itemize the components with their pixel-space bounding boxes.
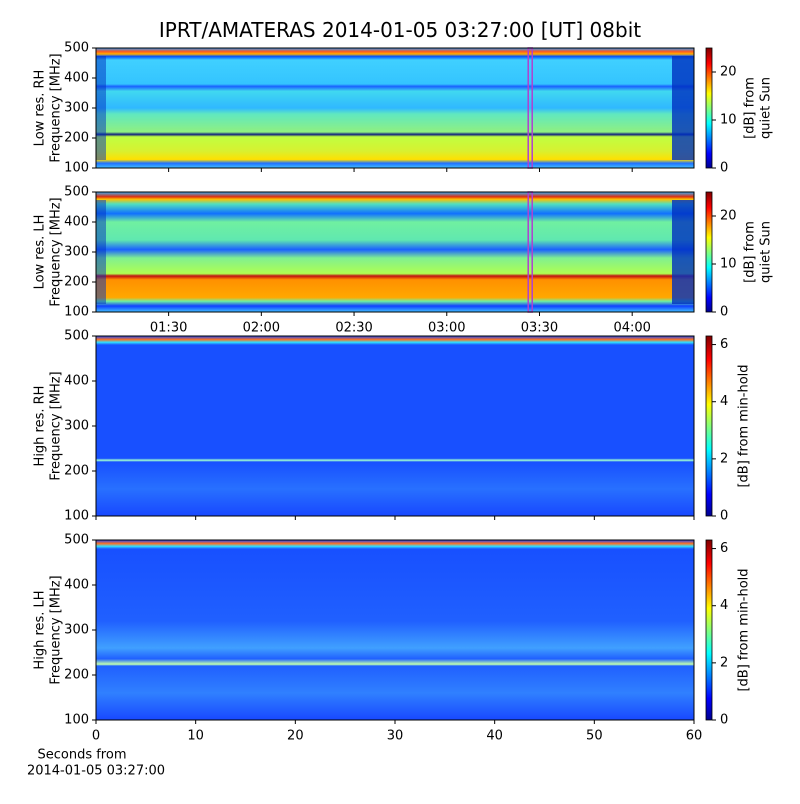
x-tick-label: 01:30 [150, 321, 187, 336]
colorbar [705, 335, 713, 517]
x-tick-label: 03:00 [428, 321, 465, 336]
colorbar-tick-label: 4 [720, 598, 728, 613]
colorbar-tick-label: 0 [720, 713, 728, 728]
y-axis-label-line: High res. RH [33, 386, 48, 467]
colorbar-label-line: [dB] from min-hold [737, 364, 752, 487]
y-axis-label-line: Frequency [MHz] [49, 371, 64, 480]
colorbar-tick-label: 2 [720, 655, 728, 670]
y-tick-label: 100 [64, 509, 89, 524]
y-tick-label: 200 [64, 131, 89, 146]
colorbar-tick-label: 20 [720, 209, 737, 224]
y-axis-label-line: Frequency [MHz] [49, 197, 64, 306]
colorbar-label-line: [dB] from min-hold [737, 568, 752, 691]
x-tick-label: 03:30 [521, 321, 558, 336]
y-tick-label: 500 [64, 185, 89, 200]
spectrogram-edge [672, 56, 694, 160]
colorbar [705, 539, 713, 721]
colorbar-tick-label: 0 [720, 509, 728, 524]
colorbar-tick-label: 0 [720, 161, 728, 176]
x-tick-label: 04:00 [613, 321, 650, 336]
spectrogram-edge [672, 200, 694, 304]
colorbar-label: [dB] from min-hold [737, 364, 752, 487]
colorbar-tick-label: 6 [720, 541, 728, 556]
colorbar-label-line: quiet Sun [759, 221, 774, 283]
y-tick-label: 400 [64, 374, 89, 389]
spectrogram-edge [96, 56, 106, 160]
y-axis-label: Low res. RH Frequency [MHz] [33, 53, 64, 162]
colorbar-label-line: [dB] from [743, 77, 758, 139]
colorbar-label: [dB] from quiet Sun [743, 77, 774, 139]
x-tick-label: 0 [92, 729, 100, 744]
spectrogram-edge [96, 200, 106, 304]
x-tick-label: 30 [387, 729, 404, 744]
x-axis-label: Seconds from [37, 748, 126, 763]
y-tick-label: 300 [64, 101, 89, 116]
y-tick-label: 100 [64, 305, 89, 320]
x-tick-label: 50 [586, 729, 603, 744]
colorbar-tick-label: 6 [720, 337, 728, 352]
y-axis-label: High res. RH Frequency [MHz] [33, 371, 64, 480]
spectrogram [96, 48, 694, 168]
y-tick-label: 100 [64, 161, 89, 176]
y-tick-label: 400 [64, 215, 89, 230]
y-axis-label: High res. LH Frequency [MHz] [33, 575, 64, 684]
y-axis-label-line: Low res. LH [33, 215, 48, 290]
y-axis-label-line: High res. LH [33, 590, 48, 669]
y-axis-label: Low res. LH Frequency [MHz] [33, 197, 64, 306]
colorbar-tick-label: 10 [720, 257, 737, 272]
colorbar-label-line: quiet Sun [759, 77, 774, 139]
y-tick-label: 300 [64, 245, 89, 260]
y-tick-label: 200 [64, 668, 89, 683]
colorbar-label-line: [dB] from [743, 221, 758, 283]
x-tick-label: 10 [187, 729, 204, 744]
y-axis-label-line: Frequency [MHz] [49, 575, 64, 684]
colorbar-tick-label: 10 [720, 113, 737, 128]
x-tick-label: 02:00 [243, 321, 280, 336]
colorbar [705, 191, 713, 313]
colorbar-tick-label: 20 [720, 65, 737, 80]
x-tick-label: 20 [287, 729, 304, 744]
y-tick-label: 200 [64, 464, 89, 479]
y-tick-label: 500 [64, 533, 89, 548]
y-tick-label: 300 [64, 623, 89, 638]
y-tick-label: 400 [64, 578, 89, 593]
y-tick-label: 400 [64, 71, 89, 86]
spectrogram [96, 540, 694, 720]
y-tick-label: 300 [64, 419, 89, 434]
colorbar-tick-label: 2 [720, 451, 728, 466]
y-tick-label: 500 [64, 41, 89, 56]
x-tick-label: 40 [486, 729, 503, 744]
colorbar-tick-label: 0 [720, 305, 728, 320]
y-axis-label-line: Low res. RH [33, 70, 48, 147]
colorbar-label: [dB] from quiet Sun [743, 221, 774, 283]
y-tick-label: 100 [64, 713, 89, 728]
y-tick-label: 200 [64, 275, 89, 290]
y-tick-label: 500 [64, 329, 89, 344]
spectrogram [96, 336, 694, 516]
y-axis-label-line: Frequency [MHz] [49, 53, 64, 162]
x-tick-label: 60 [686, 729, 703, 744]
x-tick-label: 02:30 [335, 321, 372, 336]
x-axis-label: 2014-01-05 03:27:00 [27, 764, 165, 779]
figure-title: IPRT/AMATERAS 2014-01-05 03:27:00 [UT] 0… [159, 18, 641, 42]
spectrogram [96, 192, 694, 312]
colorbar-label: [dB] from min-hold [737, 568, 752, 691]
colorbar-tick-label: 4 [720, 394, 728, 409]
colorbar [705, 47, 713, 169]
